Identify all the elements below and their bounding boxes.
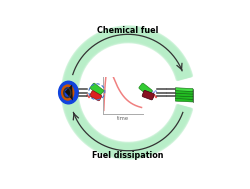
Polygon shape [176,90,193,94]
FancyBboxPatch shape [90,91,102,101]
Polygon shape [176,96,193,99]
Polygon shape [65,84,73,101]
Text: Fuel dissipation: Fuel dissipation [92,151,164,160]
FancyBboxPatch shape [90,83,104,95]
Polygon shape [176,93,193,97]
Polygon shape [176,88,193,91]
FancyBboxPatch shape [139,83,152,95]
Polygon shape [176,98,193,102]
FancyBboxPatch shape [142,90,154,100]
Text: Chemical fuel: Chemical fuel [98,26,159,35]
Ellipse shape [59,81,78,104]
